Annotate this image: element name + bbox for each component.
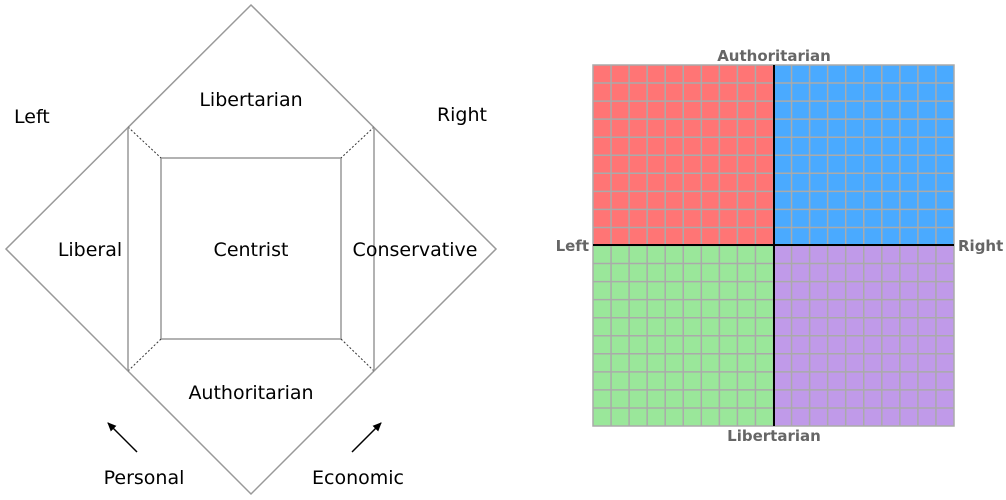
corner-label-top-left: Left: [14, 106, 50, 128]
compass-label-left: Left: [556, 237, 589, 255]
nolan-dashed-divider: [340, 338, 375, 372]
region-label-bottom: Authoritarian: [188, 382, 313, 404]
economic-axis-arrow-icon: [351, 422, 382, 453]
nolan-dashed-divider: [127, 126, 162, 159]
compass-label-top: Authoritarian: [717, 47, 831, 65]
nolan-dashed-divider: [127, 338, 162, 372]
compass-label-right: Right: [958, 237, 1003, 255]
region-label-left: Liberal: [58, 239, 122, 261]
region-label-right: Conservative: [353, 239, 478, 261]
compass-label-bottom: Libertarian: [727, 427, 821, 445]
political-compass: Authoritarian Libertarian Left Right: [556, 47, 1004, 445]
nolan-chart: Libertarian Liberal Centrist Conservativ…: [4, 3, 498, 496]
personal-axis-arrow-icon: [107, 422, 138, 453]
region-label-center: Centrist: [214, 239, 289, 261]
axis-label-personal: Personal: [104, 467, 185, 489]
nolan-centrist-square: [160, 157, 342, 340]
axis-label-economic: Economic: [312, 467, 404, 489]
region-label-top: Libertarian: [199, 89, 302, 111]
nolan-outer-diamond: [4, 3, 498, 496]
nolan-dashed-divider: [340, 126, 375, 159]
corner-label-top-right: Right: [437, 104, 487, 126]
